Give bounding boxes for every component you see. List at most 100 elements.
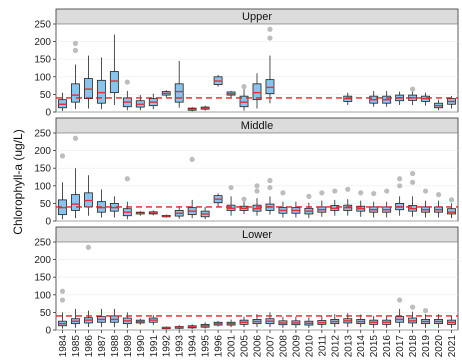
box-1994	[187, 324, 197, 329]
box-2001	[226, 184, 236, 216]
x-tick-label: 2009	[291, 335, 302, 358]
box-2012	[330, 314, 340, 328]
x-tick-label: 1993	[175, 335, 186, 358]
box-iqr	[252, 83, 262, 101]
outlier-point	[267, 35, 273, 41]
box-iqr	[109, 71, 119, 94]
box-2008	[278, 316, 288, 328]
x-tick-label: 1988	[110, 335, 121, 358]
panel-upper: Upper 0 50 100 150 200 250	[34, 8, 459, 119]
y-tick-label: 100	[34, 181, 51, 192]
box-2008	[278, 190, 288, 218]
panels-layer: Upper 0 50 100 150 200 250 Middle 0 50 100 150 200 25…	[34, 8, 459, 337]
box-iqr	[83, 192, 93, 208]
box-1985	[71, 40, 80, 110]
box-1996	[213, 75, 223, 87]
y-tick-label: 50	[40, 90, 52, 101]
y-tick-label: 200	[34, 37, 51, 48]
box-2012	[330, 188, 340, 216]
outlier-point	[72, 40, 79, 46]
box-1984	[58, 92, 67, 111]
x-tick-label: 1991	[149, 335, 160, 358]
outlier-point	[435, 192, 442, 198]
box-1988	[109, 308, 119, 328]
box-1991	[148, 210, 158, 216]
box-2013	[343, 313, 353, 328]
box-1985	[71, 308, 80, 328]
box-2005	[239, 196, 249, 214]
box-2007	[265, 312, 275, 328]
box-2006	[252, 73, 262, 109]
panel-lower: Lower 0 50 100 150 200 250	[34, 226, 459, 337]
x-tick-label: 2001	[227, 335, 238, 358]
x-tick-label: 2007	[265, 335, 276, 358]
x-tick-label: 1990	[136, 335, 147, 358]
box-2007	[265, 26, 275, 104]
outlier-point	[59, 153, 66, 159]
x-tick-label: 2008	[278, 335, 289, 358]
outlier-point	[280, 190, 286, 196]
y-tick-label: 200	[34, 146, 51, 157]
y-tick-label: 50	[40, 308, 52, 319]
outlier-point	[332, 188, 338, 194]
box-2021	[447, 197, 456, 219]
outlier-point	[422, 188, 429, 194]
y-tick-label: 0	[45, 326, 51, 337]
y-tick-label: 50	[40, 199, 52, 210]
box-2001	[226, 319, 236, 328]
outlier-point	[72, 47, 79, 54]
box-iqr	[71, 83, 80, 103]
outlier-point	[254, 183, 260, 189]
x-tick-label: 2013	[343, 335, 354, 358]
x-tick-label: 2016	[382, 335, 393, 358]
box-2019	[421, 308, 431, 328]
box-2011	[317, 315, 327, 328]
box-2006	[252, 183, 262, 216]
outlier-point	[59, 288, 66, 294]
x-tick-label: 1994	[188, 335, 199, 358]
x-tick-label: 1987	[97, 335, 108, 358]
box-1988	[109, 34, 119, 105]
y-tick-label: 250	[34, 129, 51, 140]
box-1985	[71, 135, 80, 219]
y-tick-label: 150	[34, 273, 51, 284]
outlier-point	[267, 26, 273, 32]
x-tick-label: 2010	[304, 335, 315, 358]
x-tick-label: 1989	[123, 335, 134, 358]
x-tick-label: 2019	[421, 335, 432, 358]
box-1984	[58, 288, 67, 329]
panel-strip-label: Lower	[242, 229, 272, 241]
box-2010	[304, 193, 314, 219]
panel-strip-label: Upper	[242, 11, 272, 23]
box-2009	[291, 316, 301, 328]
outlier-point	[124, 176, 130, 182]
box-1989	[122, 312, 132, 328]
y-tick-label: 100	[34, 72, 51, 83]
box-1992	[161, 214, 171, 218]
outlier-point	[228, 184, 234, 191]
y-axis-label: Chlorophyll-a (ug/L)	[11, 129, 25, 234]
box-2001	[226, 90, 236, 98]
outlier-point	[267, 184, 273, 191]
x-tick-label: 2005	[240, 335, 251, 358]
y-tick-label: 250	[34, 20, 51, 31]
outlier-point	[384, 188, 390, 194]
x-tick-label: 2015	[369, 335, 380, 358]
y-tick-label: 250	[34, 238, 51, 249]
x-tick-label: 1984	[58, 335, 69, 358]
y-tick-label: 200	[34, 255, 51, 266]
outlier-point	[241, 196, 247, 202]
box-1992	[161, 90, 171, 98]
x-axis: 1984 1985 1986 1987 1988 1989 1990 1991 1992 1993…	[58, 330, 458, 357]
box-iqr	[447, 208, 456, 215]
box-1987	[96, 57, 106, 110]
box-2006	[252, 314, 262, 328]
box-1986	[83, 55, 93, 109]
outlier-point	[410, 86, 416, 92]
outlier-point	[397, 183, 403, 189]
x-tick-label: 2011	[317, 335, 328, 357]
outlier-point	[241, 84, 247, 90]
box-iqr	[174, 83, 184, 103]
outlier-point	[72, 135, 79, 141]
